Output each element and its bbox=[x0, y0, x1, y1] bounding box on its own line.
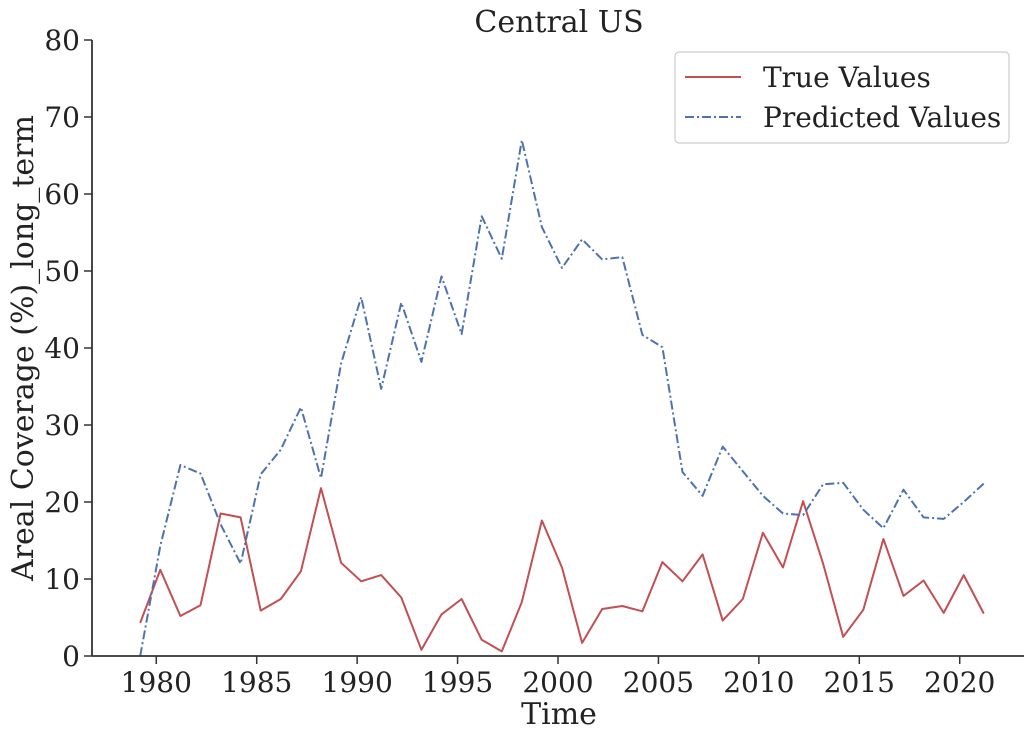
chart-title: Central US bbox=[474, 5, 643, 40]
x-tick-label: 1985 bbox=[221, 666, 292, 699]
x-tick-label: 1995 bbox=[422, 666, 493, 699]
x-ticks: 1980 1985 1990 1995 2000 2005 2010 2015 2020 bbox=[121, 656, 995, 699]
x-tick-label: 2005 bbox=[623, 666, 694, 699]
series-line-predicted-values bbox=[139, 139, 985, 657]
x-tick-label: 2000 bbox=[522, 666, 593, 699]
y-tick-label: 10 bbox=[44, 563, 80, 596]
x-axis-title: Time bbox=[521, 697, 597, 732]
x-tick-label: 2020 bbox=[924, 666, 995, 699]
series-layer bbox=[139, 139, 985, 657]
y-tick-label: 0 bbox=[62, 640, 80, 673]
x-tick-label: 1980 bbox=[121, 666, 192, 699]
x-tick-label: 2010 bbox=[723, 666, 794, 699]
legend: True Values Predicted Values bbox=[674, 51, 1010, 144]
y-axis-title: Areal Coverage (%)_long_term bbox=[6, 115, 41, 582]
y-tick-label: 20 bbox=[44, 486, 80, 519]
y-tick-label: 30 bbox=[44, 409, 80, 442]
y-ticks: 0 10 20 30 40 50 60 70 80 bbox=[44, 24, 92, 673]
y-tick-label: 70 bbox=[44, 101, 80, 134]
series-line-true-values bbox=[139, 487, 985, 653]
y-tick-label: 50 bbox=[44, 255, 80, 288]
legend-label-true-values: True Values bbox=[763, 61, 931, 94]
x-tick-label: 2015 bbox=[824, 666, 895, 699]
legend-box bbox=[674, 51, 1010, 144]
y-tick-label: 60 bbox=[44, 178, 80, 211]
y-tick-label: 80 bbox=[44, 24, 80, 57]
x-tick-label: 1990 bbox=[322, 666, 393, 699]
y-tick-label: 40 bbox=[44, 332, 80, 365]
legend-label-predicted-values: Predicted Values bbox=[763, 101, 1001, 134]
